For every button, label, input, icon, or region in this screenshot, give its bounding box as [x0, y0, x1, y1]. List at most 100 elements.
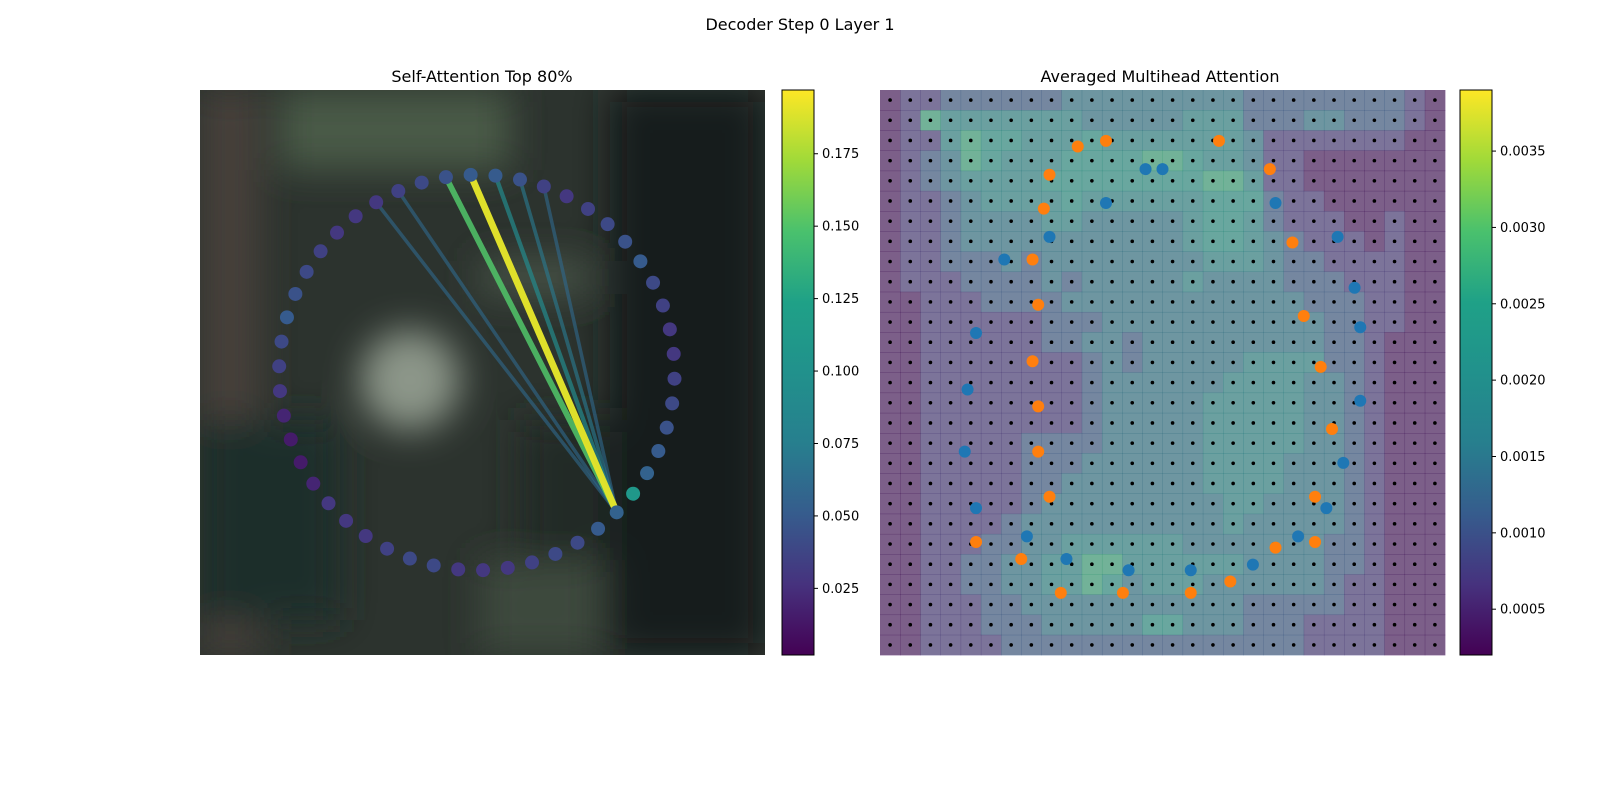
grid-dot	[1150, 622, 1155, 627]
grid-dot	[1110, 522, 1114, 526]
grid-dot	[1090, 259, 1094, 264]
contour-point	[306, 476, 321, 491]
grid-dot	[1130, 421, 1135, 425]
grid-dot	[888, 138, 892, 143]
grid-dot	[1412, 643, 1417, 647]
grid-dot	[1291, 300, 1296, 304]
grid-dot	[1069, 279, 1074, 284]
grid-dot	[1170, 279, 1175, 284]
grid-dot	[948, 219, 953, 223]
grid-dot	[1291, 279, 1296, 284]
series-point	[1054, 586, 1067, 599]
grid-dot	[1110, 380, 1114, 385]
grid-dot	[1029, 118, 1034, 123]
grid-dot	[1090, 158, 1094, 163]
grid-dot	[1352, 522, 1356, 526]
grid-dot	[1211, 441, 1215, 445]
grid-dot	[948, 199, 953, 203]
grid-dot	[1291, 522, 1296, 526]
grid-dot	[1110, 400, 1114, 405]
attention-line	[518, 177, 619, 515]
grid-dot	[1049, 400, 1054, 405]
grid-dot	[1211, 259, 1215, 264]
grid-dot	[1029, 320, 1034, 324]
contour-point	[391, 184, 406, 199]
grid-dot	[1392, 501, 1397, 506]
multihead-attention-title: Averaged Multihead Attention	[1041, 67, 1280, 86]
contour-point	[618, 234, 633, 249]
grid-dot	[1049, 259, 1054, 264]
grid-dot	[1130, 179, 1135, 183]
grid-dot	[1271, 441, 1276, 445]
grid-dot	[1090, 481, 1094, 486]
grid-dot	[1190, 441, 1195, 445]
grid-dot	[1433, 219, 1437, 223]
grid-dot	[1190, 421, 1195, 425]
grid-dot	[928, 279, 933, 284]
grid-dot	[1412, 481, 1417, 486]
colorbar-tick-label: 0.0010	[1500, 526, 1546, 541]
grid-dot	[1312, 441, 1316, 445]
grid-dot	[1271, 501, 1276, 506]
contour-point	[640, 466, 655, 481]
grid-dot	[1009, 158, 1013, 163]
grid-dot	[969, 421, 973, 425]
grid-dot	[1433, 158, 1437, 163]
grid-dot	[1352, 582, 1356, 587]
grid-dot	[1049, 461, 1054, 466]
grid-dot	[948, 441, 953, 445]
grid-dot	[1110, 643, 1114, 647]
grid-dot	[1170, 98, 1175, 102]
grid-dot	[1069, 259, 1074, 264]
colorbar-tick-label: 0.100	[822, 365, 859, 380]
grid-dot	[1069, 360, 1074, 365]
grid-dot	[1029, 380, 1034, 385]
grid-dot	[1110, 118, 1114, 123]
grid-dot	[1009, 461, 1013, 466]
grid-dot	[1009, 421, 1013, 425]
contour-point	[279, 310, 294, 325]
grid-dot	[969, 360, 973, 365]
series-point	[1263, 163, 1276, 176]
grid-dot	[1190, 360, 1195, 365]
grid-dot	[948, 481, 953, 486]
grid-dot	[1372, 562, 1377, 566]
grid-dot	[1412, 158, 1417, 163]
grid-dot	[1231, 380, 1235, 385]
grid-dot	[1130, 138, 1135, 143]
grid-dot	[1009, 239, 1013, 244]
grid-dot	[1190, 400, 1195, 405]
grid-dot	[928, 360, 933, 365]
series-point	[1071, 140, 1084, 153]
grid-dot	[989, 582, 993, 587]
grid-dot	[1312, 461, 1316, 466]
grid-dot	[1231, 219, 1235, 223]
grid-dot	[989, 179, 993, 183]
series-point	[1026, 355, 1039, 368]
grid-dot	[1029, 461, 1034, 466]
grid-dot	[1049, 522, 1054, 526]
grid-dot	[969, 239, 973, 244]
grid-dot	[1312, 622, 1316, 627]
grid-dot	[1412, 118, 1417, 123]
grid-dot	[1170, 340, 1175, 345]
grid-dot	[908, 522, 913, 526]
grid-dot	[888, 118, 892, 123]
grid-dot	[928, 138, 933, 143]
grid-dot	[1312, 643, 1316, 647]
grid-dot	[1412, 219, 1417, 223]
grid-dot	[1291, 542, 1296, 546]
contour-point	[330, 225, 345, 240]
contour-point	[570, 535, 585, 550]
grid-dot	[1130, 118, 1135, 123]
grid-dot	[1372, 441, 1377, 445]
grid-dot	[1150, 481, 1155, 486]
grid-dot	[1130, 522, 1135, 526]
grid-dot	[1090, 199, 1094, 203]
grid-dot	[1392, 542, 1397, 546]
grid-dot	[1412, 622, 1417, 627]
contour-point	[476, 563, 491, 578]
grid-dot	[1069, 461, 1074, 466]
grid-dot	[1150, 98, 1155, 102]
grid-dot	[1352, 98, 1356, 102]
